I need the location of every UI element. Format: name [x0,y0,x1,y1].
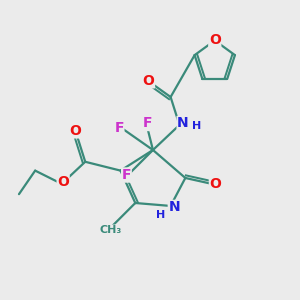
Text: F: F [114,121,124,135]
Text: H: H [156,210,165,220]
Text: O: O [69,124,81,138]
Text: F: F [122,168,131,182]
Text: O: O [209,177,221,191]
Text: O: O [57,176,69,189]
Text: N: N [177,116,189,130]
Text: O: O [142,74,154,88]
Text: CH₃: CH₃ [99,225,122,235]
Text: H: H [193,122,202,131]
Text: N: N [168,200,180,214]
Text: O: O [209,34,221,47]
Text: F: F [142,116,152,130]
